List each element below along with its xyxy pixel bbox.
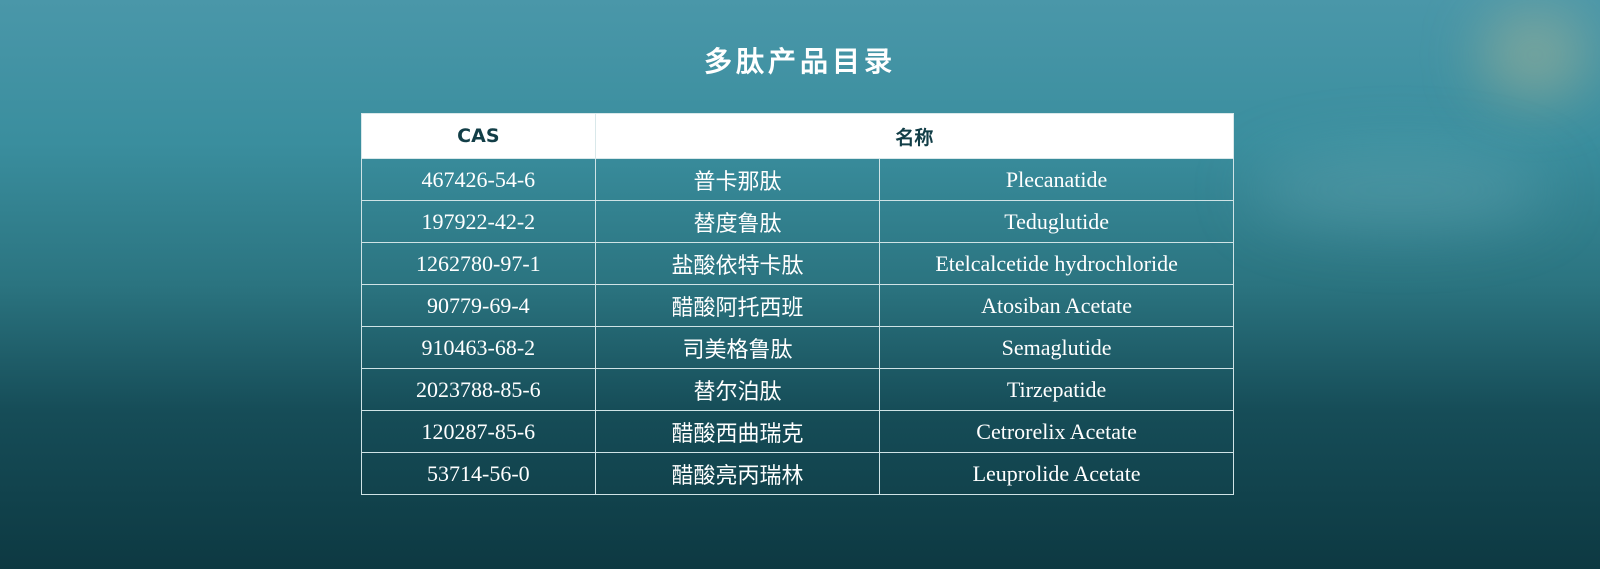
cell-cas: 120287-85-6 [361, 410, 596, 453]
header-name: 名称 [594, 113, 1235, 159]
cell-name-en: Semaglutide [879, 326, 1234, 369]
page-title: 多肽产品目录 [703, 45, 896, 78]
product-table: CAS 名称 467426-54-6 普卡那肽 Plecanatide 197922-… [361, 113, 1235, 495]
cell-name-zh: 醋酸西曲瑞克 [594, 410, 881, 453]
cell-name-zh: 醋酸阿托西班 [594, 284, 881, 327]
cell-name-en: Tirzepatide [879, 368, 1234, 411]
cell-name-zh: 替度鲁肽 [594, 200, 881, 243]
cell-cas: 2023788-85-6 [361, 368, 596, 411]
header-cas: CAS [361, 113, 596, 159]
cell-cas: 910463-68-2 [361, 326, 596, 369]
cell-name-en: Teduglutide [879, 200, 1234, 243]
table-row: 120287-85-6 醋酸西曲瑞克 Cetrorelix Acetate [361, 410, 1234, 453]
cell-name-zh: 普卡那肽 [594, 158, 881, 201]
background-glow [1480, 10, 1590, 100]
cell-cas: 467426-54-6 [361, 158, 596, 201]
cell-name-en: Plecanatide [879, 158, 1234, 201]
table-row: 1262780-97-1 盐酸依特卡肽 Etelcalcetide hydrochl… [361, 242, 1234, 285]
table-row: 90779-69-4 醋酸阿托西班 Atosiban Acetate [361, 284, 1234, 327]
table-header-row: CAS 名称 [361, 113, 1235, 159]
cell-name-en: Etelcalcetide hydrochloride [879, 242, 1234, 285]
cell-name-zh: 盐酸依特卡肽 [594, 242, 881, 285]
table-row: 53714-56-0 醋酸亮丙瑞林 Leuprolide Acetate [361, 452, 1234, 495]
cell-name-zh: 司美格鲁肽 [594, 326, 881, 369]
table-row: 197922-42-2 替度鲁肽 Teduglutide [361, 200, 1234, 243]
cell-name-zh: 替尔泊肽 [594, 368, 881, 411]
cell-cas: 90779-69-4 [361, 284, 596, 327]
cell-name-en: Cetrorelix Acetate [879, 410, 1234, 453]
cell-name-en: Atosiban Acetate [879, 284, 1234, 327]
table-row: 2023788-85-6 替尔泊肽 Tirzepatide [361, 368, 1234, 411]
background-glow [1250, 150, 1550, 230]
cell-name-en: Leuprolide Acetate [879, 452, 1234, 495]
cell-name-zh: 醋酸亮丙瑞林 [594, 452, 881, 495]
cell-cas: 1262780-97-1 [361, 242, 596, 285]
table-row: 910463-68-2 司美格鲁肽 Semaglutide [361, 326, 1234, 369]
table-row: 467426-54-6 普卡那肽 Plecanatide [361, 158, 1234, 201]
cell-cas: 53714-56-0 [361, 452, 596, 495]
cell-cas: 197922-42-2 [361, 200, 596, 243]
